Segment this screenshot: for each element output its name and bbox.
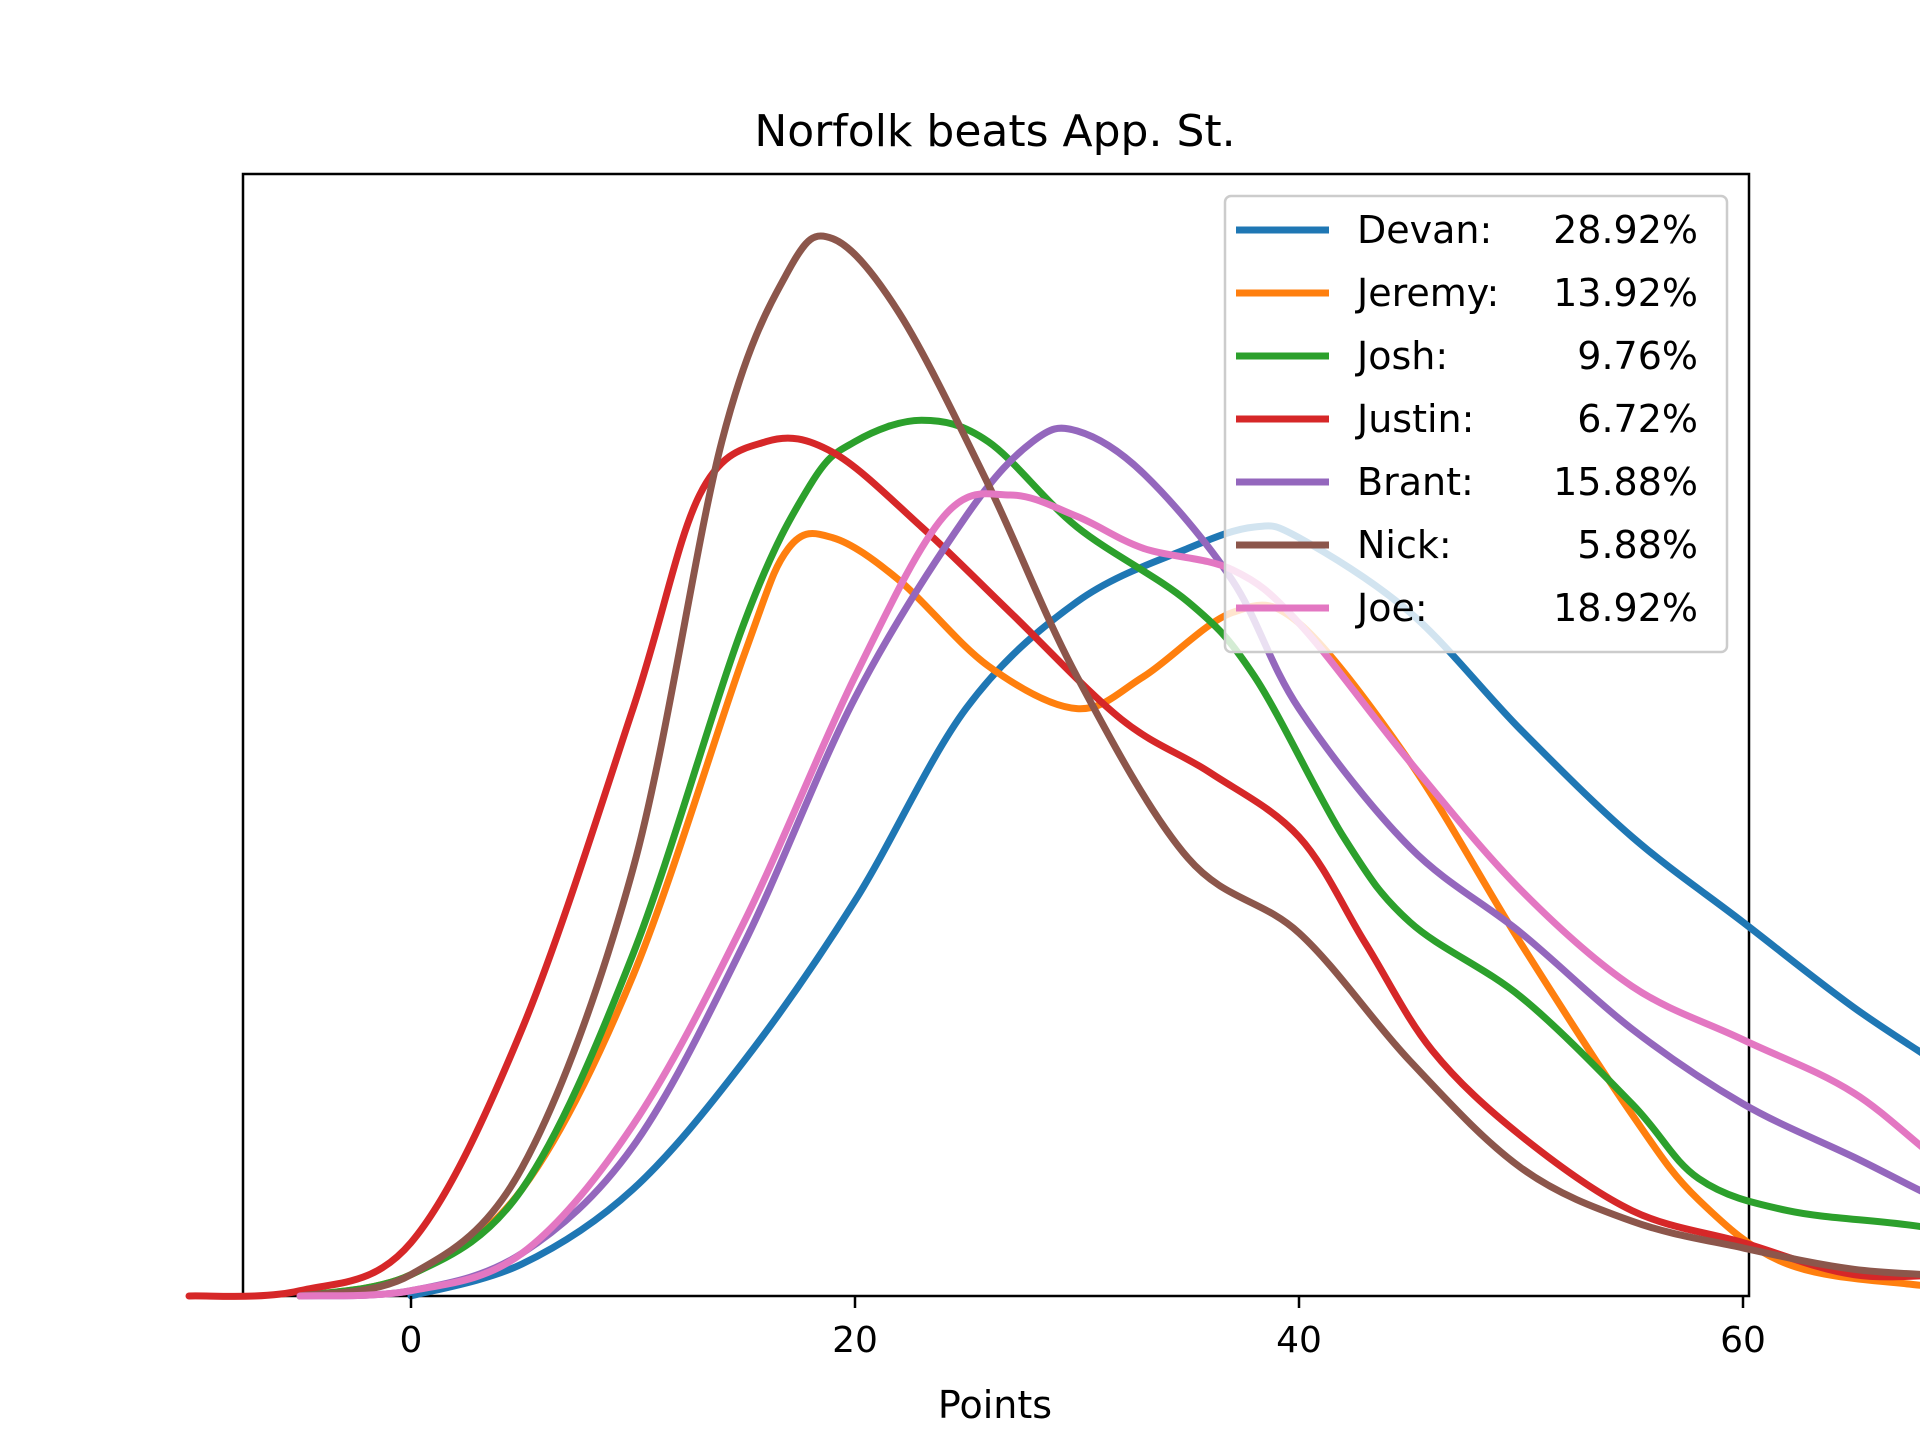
legend-value: 9.76% (1577, 334, 1698, 378)
legend: Devan: 28.92% Jeremy: 13.92% Josh: 9.76% Justi… (1223, 194, 1729, 654)
series-line-2 (296, 416, 1920, 1300)
legend-entry: Jeremy: 13.92% (1236, 271, 1698, 315)
legend-entry: Devan: 28.92% (1236, 208, 1698, 252)
legend-entry: Josh: 9.76% (1236, 334, 1698, 378)
x-tick-label: 0 (400, 1320, 423, 1361)
series-line-5 (296, 232, 1920, 1300)
legend-entries: Devan: 28.92% Jeremy: 13.92% Josh: 9.76% Justi… (1236, 208, 1698, 630)
plot-area: 020406080100120 (185, 172, 1920, 1361)
x-tick-label: 20 (832, 1320, 878, 1361)
series-line-0 (407, 522, 1920, 1300)
series-line-3 (185, 434, 1920, 1300)
legend-name: Justin: (1355, 397, 1474, 441)
legend-name: Josh: (1355, 334, 1448, 378)
series-layer (185, 232, 1920, 1300)
series-line-6 (296, 490, 1920, 1300)
legend-name: Joe: (1355, 586, 1428, 630)
legend-name: Nick: (1357, 523, 1452, 567)
legend-name: Devan: (1357, 208, 1492, 252)
legend-entry: Justin: 6.72% (1236, 397, 1698, 441)
plot-frame (241, 172, 1751, 1298)
chart-title: Norfolk beats App. St. (754, 106, 1235, 157)
x-axis-label: Points (938, 1383, 1052, 1427)
legend-value: 13.92% (1553, 271, 1698, 315)
series-line-4 (296, 424, 1920, 1300)
x-axis: 020406080100120 (400, 1296, 1766, 1361)
legend-value: 5.88% (1577, 523, 1698, 567)
legend-entry: Brant: 15.88% (1236, 460, 1698, 504)
legend-value: 18.92% (1553, 586, 1698, 630)
legend-value: 28.92% (1553, 208, 1698, 252)
legend-name: Brant: (1357, 460, 1474, 504)
legend-entry: Joe: 18.92% (1236, 586, 1698, 630)
legend-frame (1223, 194, 1729, 654)
x-tick-label: 40 (1276, 1320, 1322, 1361)
x-tick-label: 60 (1720, 1320, 1766, 1361)
legend-name: Jeremy: (1355, 271, 1499, 315)
legend-value: 15.88% (1553, 460, 1698, 504)
legend-entry: Nick: 5.88% (1236, 523, 1698, 567)
legend-value: 6.72% (1577, 397, 1698, 441)
